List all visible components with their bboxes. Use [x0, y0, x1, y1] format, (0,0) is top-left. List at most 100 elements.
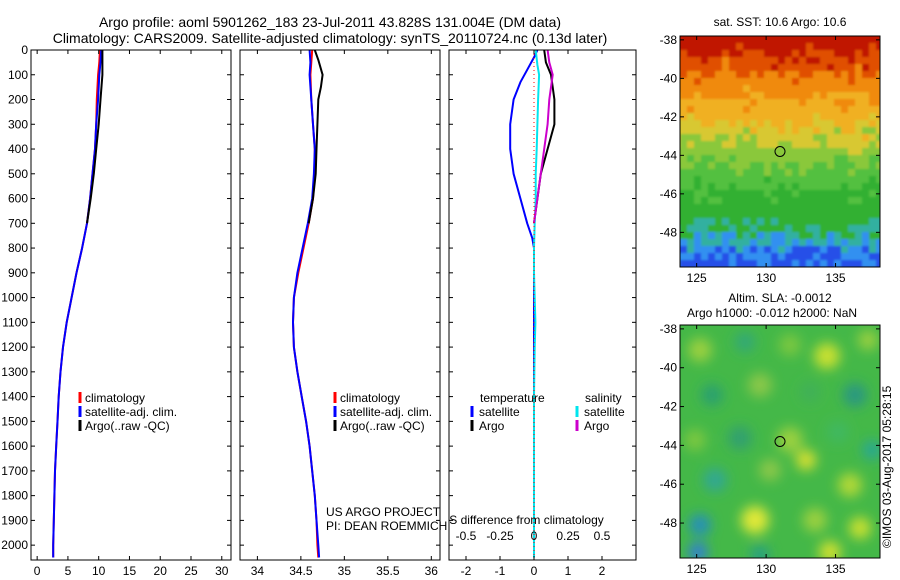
- sst-cell: [771, 155, 779, 163]
- sst-cell: [743, 99, 751, 107]
- sst-cell: [771, 120, 779, 128]
- sst-cell: [722, 36, 730, 37]
- sst-cell: [771, 36, 779, 44]
- sst-cell: [715, 218, 723, 226]
- sst-cell: [708, 120, 716, 128]
- sst-cell: [729, 43, 737, 51]
- sst-cell: [757, 43, 765, 51]
- sst-cell: [806, 127, 814, 135]
- y-tick-label: 1600: [1, 439, 28, 453]
- panel-annotation: US ARGO PROJECT: [326, 505, 441, 519]
- sst-cell: [722, 197, 730, 205]
- y-tick-label: -42: [660, 400, 678, 414]
- sst-cell: [827, 36, 835, 37]
- sst-cell: [729, 113, 737, 121]
- series-line: [533, 50, 554, 224]
- sst-cell: [813, 99, 821, 107]
- sst-cell: [820, 260, 828, 267]
- sst-cell: [883, 106, 891, 114]
- sst-cell: [722, 113, 730, 121]
- series-line: [292, 50, 320, 558]
- sst-cell: [820, 148, 828, 156]
- sst-cell: [869, 134, 877, 142]
- sst-cell: [799, 106, 807, 114]
- sst-cell: [820, 155, 828, 163]
- sst-cell: [869, 204, 877, 212]
- sst-cell: [729, 120, 737, 128]
- sst-cell: [862, 211, 870, 219]
- sst-cell: [750, 239, 758, 247]
- sla-blob: [858, 330, 878, 350]
- sst-cell: [876, 148, 880, 156]
- y-tick-label: 200: [8, 93, 28, 107]
- sst-cell: [778, 267, 786, 275]
- sst-cell: [855, 190, 863, 198]
- sst-cell: [841, 134, 849, 142]
- sst-cell: [743, 155, 751, 163]
- sst-cell: [876, 71, 880, 79]
- y-tick-label: -38: [660, 322, 678, 336]
- sst-cell: [722, 225, 730, 233]
- sst-cell: [715, 120, 723, 128]
- sst-cell: [715, 155, 723, 163]
- legend-heading: salinity: [585, 391, 622, 405]
- sst-cell: [764, 64, 772, 72]
- panel-sst_map: -38 -40 -42 -44 -46 -48 125 130 135 sat. SST: 10.…: [660, 15, 891, 285]
- sst-cell: [680, 176, 688, 184]
- sst-cell: [778, 148, 786, 156]
- sst-cell: [750, 92, 758, 100]
- sst-cell: [771, 141, 779, 149]
- sst-cell: [883, 155, 891, 163]
- sst-cell: [841, 92, 849, 100]
- sst-cell: [792, 260, 800, 267]
- sst-cell: [855, 239, 863, 247]
- sst-cell: [855, 71, 863, 79]
- sst-cell: [848, 204, 856, 212]
- sst-cell: [764, 239, 772, 247]
- sst-cell: [778, 36, 786, 44]
- sst-cell: [841, 113, 849, 121]
- sst-cell: [680, 162, 681, 170]
- sst-cell: [869, 260, 877, 267]
- sst-cell: [680, 71, 688, 79]
- sst-cell: [869, 64, 877, 72]
- sst-cell: [701, 162, 709, 170]
- sst-cell: [680, 85, 688, 93]
- sst-cell: [750, 162, 758, 170]
- legend-label: satellite: [584, 405, 625, 419]
- legend-label: satellite-adj. clim.: [340, 405, 432, 419]
- y-tick-label: 1800: [1, 489, 28, 503]
- sst-cell: [771, 183, 779, 191]
- sla-blob: [701, 384, 723, 406]
- sst-cell: [841, 239, 849, 247]
- sst-cell: [841, 85, 849, 93]
- map-subtitle: Argo h1000: -0.012 h2000: NaN: [687, 306, 857, 320]
- sst-cell: [792, 99, 800, 107]
- sst-cell: [722, 232, 730, 240]
- sst-cell: [848, 127, 856, 135]
- sst-cell: [729, 106, 737, 114]
- sst-cell: [778, 232, 786, 240]
- sst-cell: [764, 148, 772, 156]
- sst-cell: [764, 155, 772, 163]
- sst-cell: [687, 218, 695, 226]
- sst-cell: [694, 141, 702, 149]
- sst-cell: [687, 106, 695, 114]
- sst-cell: [820, 106, 828, 114]
- y-tick-label: -48: [660, 516, 678, 530]
- sst-cell: [883, 134, 891, 142]
- sst-cell: [771, 78, 779, 86]
- sst-cell: [778, 57, 786, 65]
- sst-cell: [813, 204, 821, 212]
- sst-cell: [701, 239, 709, 247]
- sst-cell: [883, 211, 891, 219]
- sst-cell: [729, 155, 737, 163]
- sst-cell: [708, 106, 716, 114]
- sst-cell: [883, 190, 891, 198]
- sst-cell: [680, 197, 688, 205]
- sst-cell: [869, 176, 877, 184]
- sst-cell: [687, 225, 695, 233]
- sst-cell: [785, 260, 793, 267]
- sst-cell: [750, 260, 758, 267]
- sst-cell: [687, 85, 695, 93]
